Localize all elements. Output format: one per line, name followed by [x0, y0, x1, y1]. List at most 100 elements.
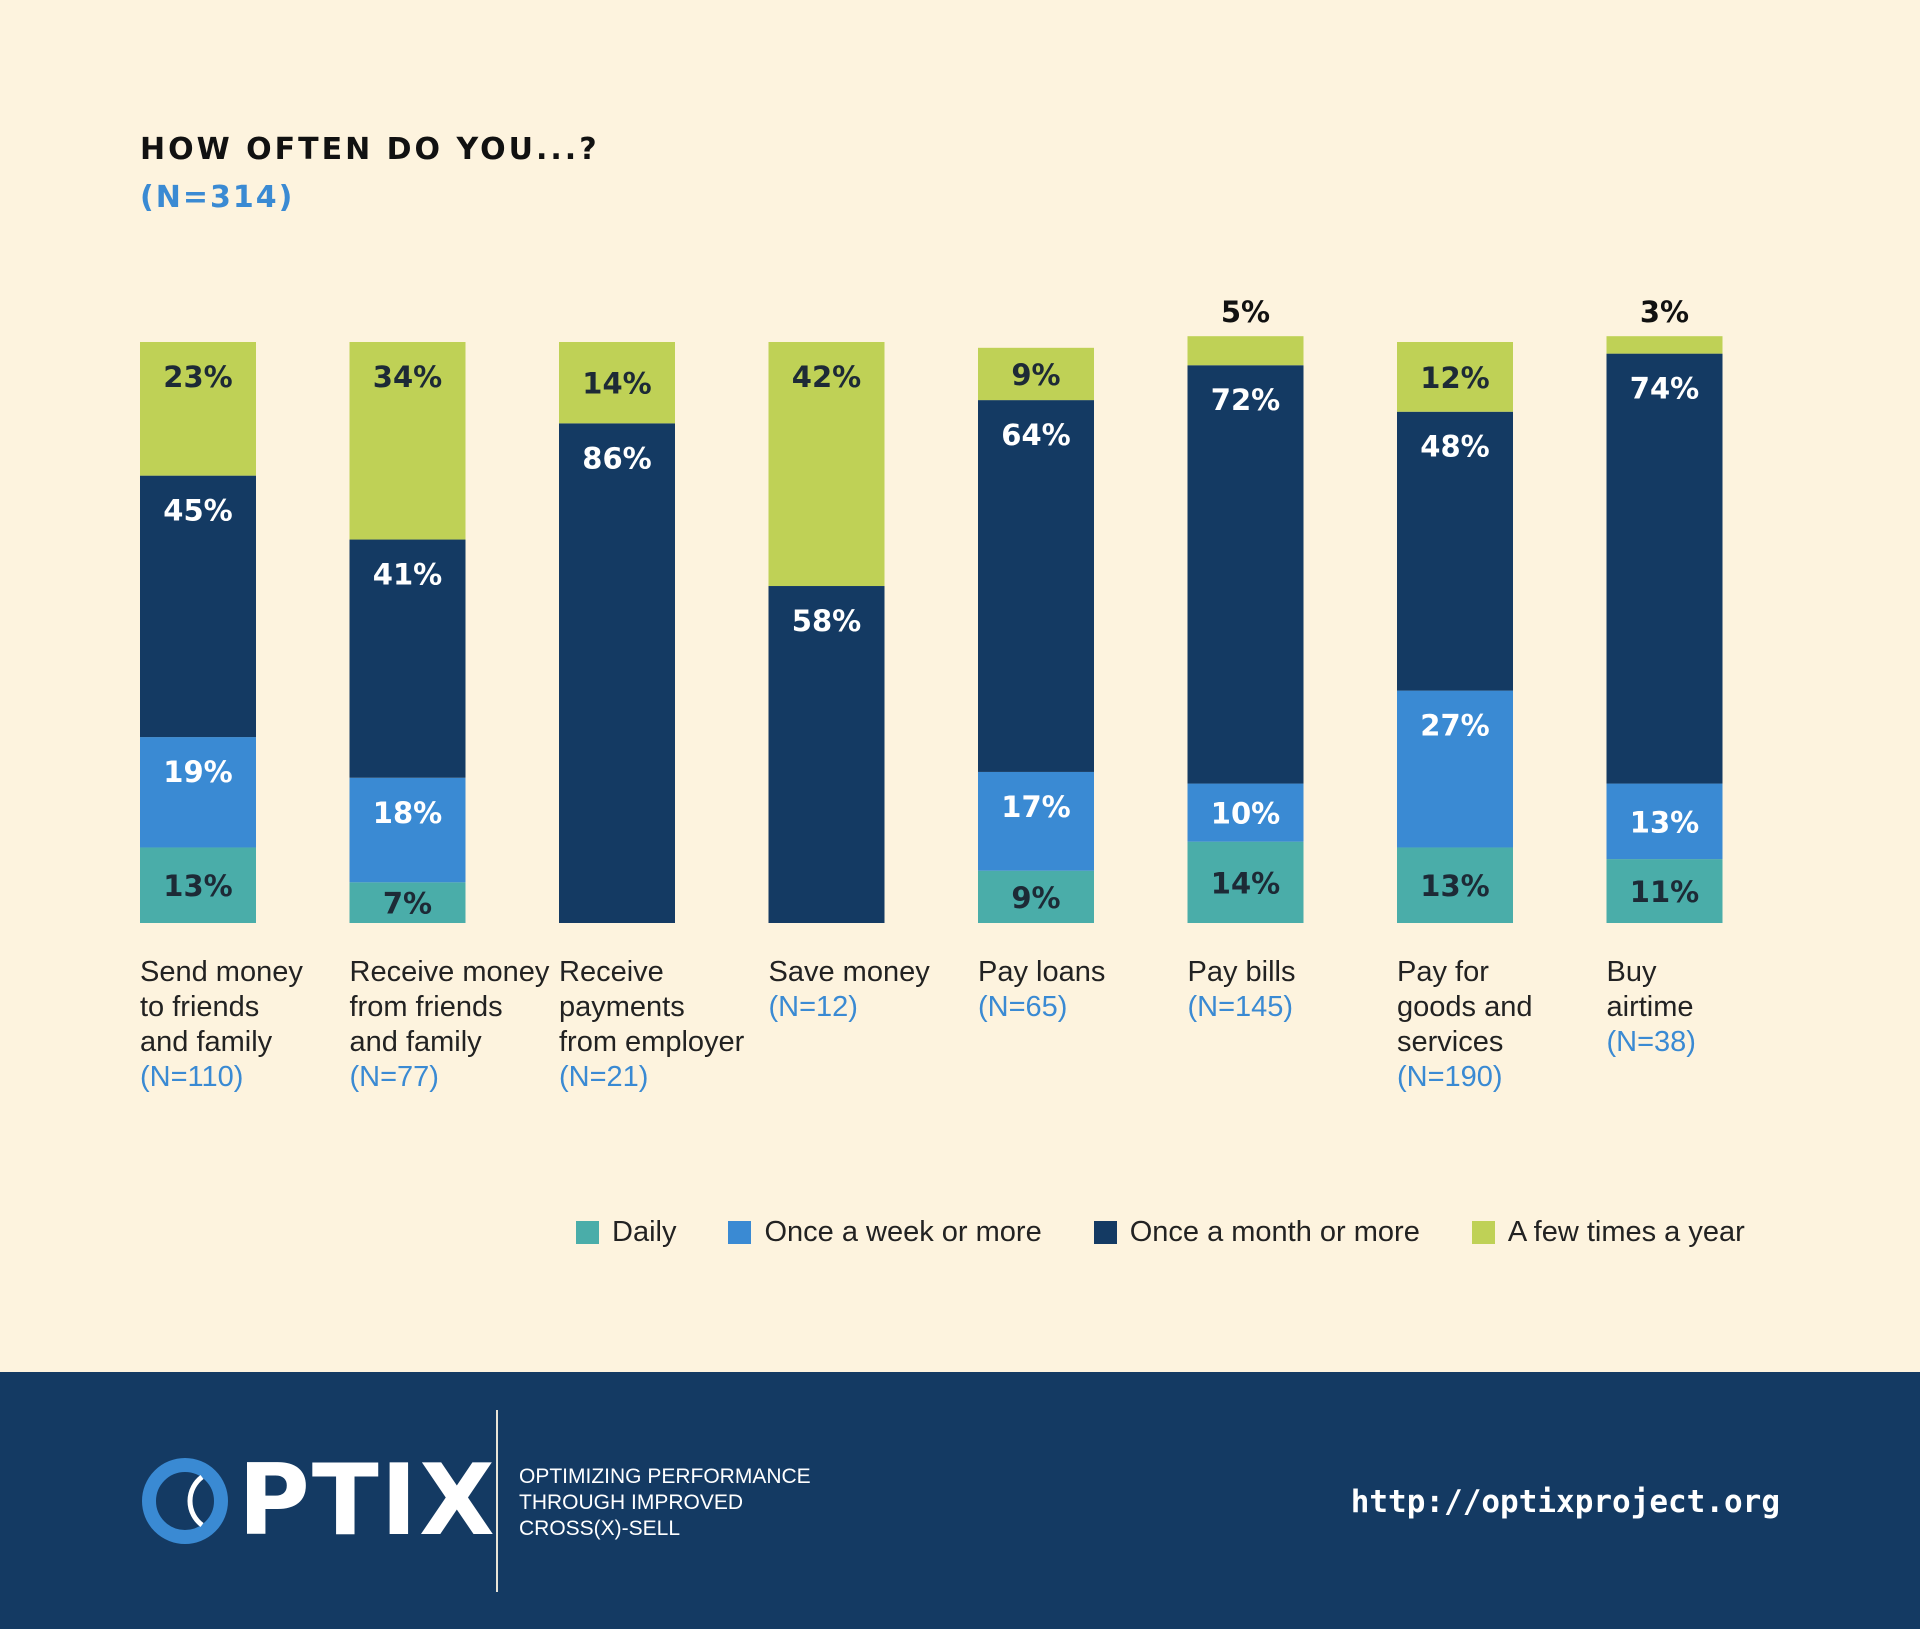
- data-label: 27%: [1420, 709, 1489, 743]
- legend-swatch: [1471, 1220, 1495, 1244]
- data-label: 86%: [582, 441, 651, 475]
- category-n: (N=145): [1187, 991, 1294, 1023]
- chart-title: HOW OFTEN DO YOU...?: [140, 132, 600, 167]
- bar-segment: [1606, 859, 1723, 923]
- bar-segment: [349, 882, 466, 923]
- bar-segment: [140, 475, 256, 738]
- category-label-line: from friends: [349, 991, 503, 1023]
- category-n: (N=110): [140, 1061, 244, 1093]
- bar-segment: [1397, 411, 1513, 691]
- bar-segment: [768, 342, 885, 587]
- bar-segment: [140, 342, 256, 476]
- tagline-line: THROUGH IMPROVED: [519, 1491, 744, 1514]
- bar-segment: [1606, 783, 1723, 860]
- bar-segment: [1187, 841, 1304, 923]
- bar-segment: [140, 737, 256, 848]
- legend-label: Once a week or more: [764, 1215, 1042, 1248]
- category-n: (N=38): [1606, 1026, 1696, 1058]
- bar-segment: [140, 847, 256, 923]
- data-label: 34%: [373, 360, 442, 394]
- data-label: 13%: [1420, 869, 1489, 903]
- data-label: 9%: [1011, 881, 1060, 915]
- tagline-line: CROSS(X)-SELL: [519, 1517, 681, 1540]
- category-n: (N=12): [768, 991, 858, 1023]
- data-label: 7%: [383, 887, 432, 921]
- category-label: Pay for goods and services (N=190): [1397, 955, 1602, 1095]
- bar-segment: [349, 777, 466, 883]
- footer: PTIX OPTIMIZING PERFORMANCE THROUGH IMPR…: [0, 1372, 1920, 1629]
- category-label-line: goods and: [1397, 991, 1533, 1023]
- bar-segment: [1397, 690, 1513, 848]
- category-label: Receive payments from employer (N=21): [559, 955, 764, 1095]
- data-label: 58%: [792, 604, 861, 638]
- data-label: 14%: [1211, 866, 1280, 900]
- legend-label: Daily: [612, 1215, 677, 1248]
- category-label-line: airtime: [1606, 991, 1694, 1023]
- legend-item: A few times a year: [1471, 1215, 1745, 1249]
- bar-segment: [978, 347, 1094, 401]
- logo-tagline: OPTIMIZING PERFORMANCE THROUGH IMPROVED …: [519, 1464, 811, 1542]
- category-label-line: payments: [559, 991, 685, 1023]
- category-label: Receive money from friends and family (N=77…: [350, 955, 555, 1095]
- data-label: 45%: [163, 494, 232, 528]
- data-label: 13%: [163, 869, 232, 903]
- bar-segment: [559, 342, 675, 424]
- category-label-line: Save money: [768, 956, 930, 988]
- category-label-line: from employer: [559, 1026, 745, 1058]
- bar-segment: [349, 539, 466, 778]
- category-label: Pay bills (N=145): [1188, 955, 1393, 1025]
- category-label-line: Receive: [559, 956, 664, 988]
- category-label: Buy airtime (N=38): [1607, 955, 1812, 1060]
- data-label: 5%: [1221, 295, 1270, 329]
- website-url: http://optixproject.org: [1350, 1484, 1780, 1520]
- data-label: 3%: [1640, 295, 1689, 329]
- data-label: 12%: [1420, 361, 1489, 395]
- bar-segment: [1187, 365, 1304, 784]
- bar-segment: [349, 342, 466, 540]
- data-label: 42%: [792, 360, 861, 394]
- bar-segment: [978, 771, 1094, 871]
- category-n: (N=21): [559, 1061, 649, 1093]
- category-label-line: Pay for: [1397, 956, 1489, 988]
- bar-segment: [1606, 336, 1723, 354]
- category-n: (N=65): [978, 991, 1068, 1023]
- legend-swatch: [1093, 1220, 1117, 1244]
- legend-swatch: [576, 1220, 599, 1244]
- data-label: 10%: [1211, 797, 1280, 831]
- data-label: 9%: [1011, 358, 1060, 392]
- tagline-line: OPTIMIZING PERFORMANCE: [519, 1465, 811, 1488]
- chart-subtitle: (N=314): [140, 180, 295, 215]
- category-label-line: Send money: [140, 956, 303, 988]
- data-label: 72%: [1211, 383, 1280, 417]
- stacked-bar-chart: 13% 19% 45% 23% 7% 18% 41% 34% 86% 14% 58% 42% 9% 17%…: [140, 295, 1723, 923]
- legend: Daily Once a week or more Once a month or …: [576, 1212, 1745, 1252]
- data-label: 64%: [1001, 418, 1070, 452]
- category-label: Save money (N=12): [769, 955, 974, 1025]
- category-label-line: Receive money: [349, 956, 550, 988]
- category-label-line: and family: [349, 1026, 482, 1058]
- legend-item: Once a month or more: [1093, 1215, 1420, 1249]
- logo-divider: [496, 1410, 498, 1592]
- category-label-line: Pay loans: [978, 956, 1106, 988]
- data-label: 48%: [1420, 430, 1489, 464]
- data-label: 14%: [582, 367, 651, 401]
- bar-segment: [1606, 353, 1723, 784]
- category-label-line: Pay bills: [1187, 956, 1296, 988]
- bar-segment: [978, 870, 1094, 923]
- category-n: (N=77): [349, 1061, 439, 1093]
- bar-segment: [1397, 847, 1513, 923]
- legend-label: Once a month or more: [1129, 1215, 1420, 1248]
- data-label: 17%: [1001, 790, 1070, 824]
- data-label: 11%: [1630, 875, 1699, 909]
- bar-segment: [978, 400, 1094, 772]
- legend-swatch: [728, 1220, 752, 1244]
- category-label: Send money to friends and family (N=110): [140, 955, 345, 1095]
- bar-segment: [559, 423, 675, 923]
- data-label: 74%: [1630, 372, 1699, 406]
- category-label: Pay loans (N=65): [978, 955, 1183, 1025]
- legend-label: A few times a year: [1507, 1215, 1745, 1248]
- bar-segment: [768, 586, 885, 923]
- legend-item: Daily: [576, 1216, 676, 1249]
- logo-wordmark: PTIX: [238, 1444, 497, 1558]
- category-label-line: Buy: [1606, 956, 1657, 988]
